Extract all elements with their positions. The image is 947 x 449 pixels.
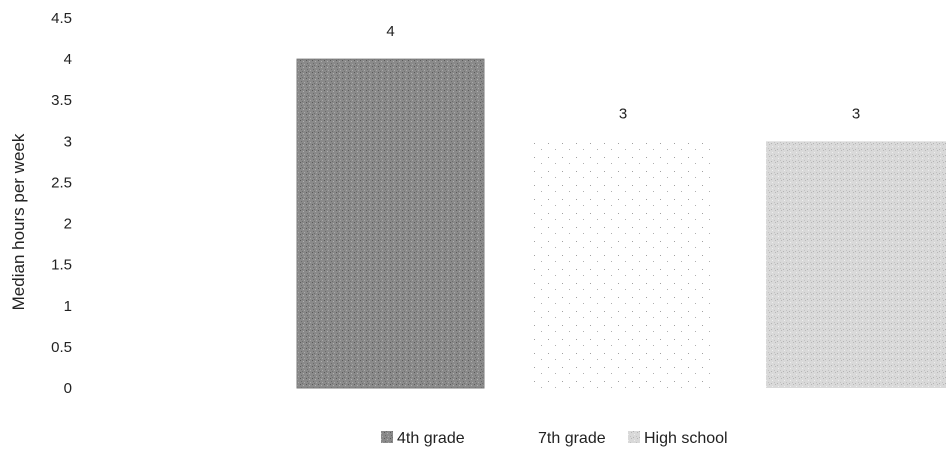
- y-tick-label: 3.5: [51, 92, 72, 109]
- bar-4th-grade: [296, 58, 485, 389]
- legend-label: High school: [644, 430, 728, 447]
- legend-item-7th-grade: 7th grade: [522, 430, 606, 447]
- y-tick-label: 3: [64, 133, 72, 150]
- legend-item-4th-grade: 4th grade: [381, 430, 465, 447]
- data-label: 4: [386, 23, 394, 40]
- bars: [296, 58, 946, 389]
- y-tick-label: 2.5: [51, 174, 72, 191]
- legend: 4th grade 7th grade High school: [381, 430, 728, 447]
- legend-swatch: [628, 431, 640, 443]
- legend-swatch: [381, 431, 393, 443]
- data-label: 3: [852, 105, 860, 122]
- y-tick-label: 0: [64, 380, 72, 397]
- legend-label: 7th grade: [538, 430, 606, 447]
- data-labels: 4 3 3: [386, 23, 860, 122]
- y-axis: 0 0.5 1 1.5 2 2.5 3 3.5 4 4.5: [51, 10, 72, 397]
- legend-label: 4th grade: [397, 430, 465, 447]
- y-tick-label: 0.5: [51, 339, 72, 356]
- y-tick-label: 1: [64, 298, 72, 315]
- legend-swatch: [522, 431, 534, 443]
- data-label: 3: [619, 105, 627, 122]
- y-tick-label: 4: [64, 51, 72, 68]
- y-tick-label: 4.5: [51, 10, 72, 27]
- bar-high-school: [766, 141, 946, 388]
- y-tick-label: 1.5: [51, 257, 72, 274]
- y-axis-title: Median hours per week: [9, 133, 28, 310]
- bar-7th-grade: [530, 141, 716, 388]
- y-tick-label: 2: [64, 216, 72, 233]
- legend-item-high-school: High school: [628, 430, 728, 447]
